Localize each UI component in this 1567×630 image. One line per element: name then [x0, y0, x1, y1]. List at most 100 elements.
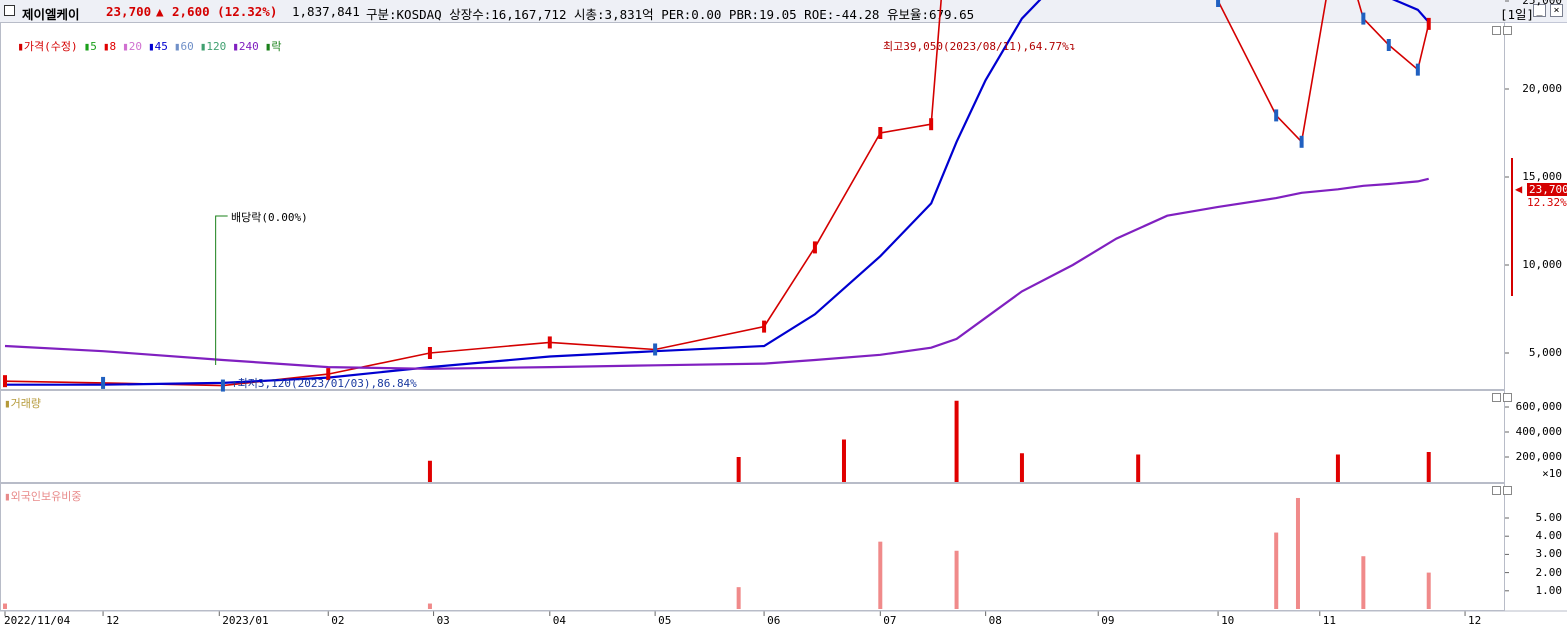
price-candle	[427, 347, 432, 359]
up-arrow-icon: ▲	[156, 4, 164, 19]
price-ytick-label: 15,000	[1522, 170, 1562, 183]
foreign-bar	[1361, 556, 1366, 609]
legend-ma120-label: 120	[206, 40, 227, 53]
high-annotation: 최고39,050(2023/08/11),64.77%↴	[883, 40, 1076, 53]
foreign-minimize-icon[interactable]	[1492, 486, 1501, 495]
current-pct-label: 12.32%	[1527, 196, 1567, 209]
volume-ytick-label: 400,000	[1515, 425, 1562, 438]
close-button[interactable]: ×	[1550, 4, 1563, 17]
x-tick-label: 12	[1468, 614, 1482, 627]
foreign-ytick-label: 2.00	[1535, 565, 1563, 579]
foreign-legend: ▮외국인보유비중	[4, 490, 82, 503]
volume-bar	[1019, 453, 1024, 482]
legend-ma45-label: 45	[154, 40, 168, 53]
volume-bar	[736, 457, 741, 482]
foreign-bar	[1274, 532, 1279, 609]
volume-unit-label: ×10	[1542, 467, 1562, 480]
x-tick-label: 2023/01	[222, 614, 269, 627]
volume-bar	[1426, 452, 1431, 482]
volume-legend-label: 거래량	[10, 397, 41, 410]
period-selector[interactable]: [1일]	[1500, 7, 1535, 22]
x-tick-label: 02	[331, 614, 345, 627]
volume-close-icon[interactable]	[1503, 393, 1512, 402]
legend-ma8: ▮8	[102, 40, 117, 53]
x-tick-label: 2022/11/04	[4, 614, 71, 627]
panel-close-icon[interactable]	[1503, 26, 1512, 35]
price-candle	[878, 127, 883, 139]
minimize-button[interactable]: _	[1533, 4, 1546, 17]
price-ytick-label: 20,000	[1522, 82, 1562, 95]
legend-ma240: ▮240	[232, 40, 259, 53]
legend-ma8-label: 8	[109, 40, 117, 53]
legend-rak: ▮락	[264, 40, 282, 53]
x-tick-label: 05	[658, 614, 672, 627]
foreign-close-icon[interactable]	[1503, 486, 1512, 495]
stock-info: 구분:KOSDAQ 상장수:16,167,712 시총:3,831억 PER:0…	[366, 7, 975, 22]
volume-panel	[0, 390, 1505, 483]
price-panel	[0, 22, 1505, 390]
low-annotation: ↑최저3,120(2023/01/03),86.84%	[231, 377, 417, 390]
foreign-ytick-label: 1.00	[1535, 583, 1563, 597]
price-ytick-label: 5,000	[1528, 346, 1562, 359]
foreign-legend-label: 외국인보유비중	[10, 490, 82, 503]
foreign-bar	[1426, 572, 1431, 609]
foreign-bar	[427, 603, 432, 609]
price-candle	[1386, 39, 1391, 51]
foreign-ytick-label: 4.00	[1535, 529, 1563, 543]
legend-price-label: 가격(수정)	[23, 40, 78, 53]
price-candle	[1361, 12, 1366, 25]
foreign-bar	[736, 587, 741, 609]
high-annotation-label: 최고39,050(2023/08/11),64.77%	[883, 40, 1069, 53]
price-candle	[1415, 63, 1420, 76]
legend-ma5-label: 5	[90, 40, 97, 53]
price-candle	[762, 320, 767, 333]
legend-price: ▮가격(수정)	[17, 40, 78, 53]
volume-bar	[1335, 454, 1340, 482]
foreign-bar	[954, 550, 959, 609]
x-tick-label: 04	[552, 614, 567, 627]
price-change: 2,600 (12.32%)	[172, 4, 278, 19]
price-candle	[1426, 17, 1431, 30]
legend-ma20-label: 20	[128, 40, 142, 53]
price-candle	[1274, 109, 1279, 122]
current-price-tag: 23,700	[1527, 183, 1567, 196]
foreign-bar	[1295, 497, 1300, 609]
volume-value: 1,837,841	[292, 4, 360, 19]
foreign-bar	[3, 603, 7, 609]
price-candle	[1299, 135, 1304, 148]
legend-ma60: ▮60	[173, 40, 194, 53]
volume-bar	[954, 400, 959, 482]
panel-minimize-icon[interactable]	[1492, 26, 1501, 35]
price-candle	[547, 336, 552, 349]
volume-legend: ▮거래량	[4, 397, 41, 410]
price-series-line	[4, 177, 1429, 370]
select-checkbox[interactable]	[4, 5, 15, 16]
price-candle	[220, 379, 225, 392]
stock-name: 제이엘케이	[22, 7, 80, 22]
price-ytick-label: 25,000	[1522, 0, 1562, 7]
price-series-line	[4, 0, 1430, 387]
price-candle	[929, 118, 934, 131]
legend-rak-label: 락	[271, 40, 282, 53]
foreign-ytick-label: 5.00	[1535, 511, 1563, 524]
price-candle	[101, 376, 106, 389]
x-tick-label: 08	[988, 614, 1002, 627]
x-tick-label: 07	[883, 614, 897, 627]
price-legend: ▮가격(수정) ▮5 ▮8 ▮20 ▮45 ▮60 ▮120 ▮240 ▮락	[4, 25, 287, 54]
price-candle	[1216, 0, 1221, 7]
x-tick-label: 09	[1101, 614, 1115, 627]
legend-ma45: ▮45	[147, 40, 168, 53]
volume-bar	[841, 439, 846, 482]
price-candle	[3, 375, 7, 388]
volume-bar	[1136, 454, 1141, 482]
legend-ma240-label: 240	[238, 40, 259, 53]
volume-bar	[427, 460, 432, 482]
x-tick-label: 11	[1322, 614, 1337, 627]
volume-minimize-icon[interactable]	[1492, 393, 1501, 402]
volume-ytick-label: 200,000	[1515, 450, 1562, 463]
legend-ma5: ▮5	[83, 40, 97, 53]
legend-ma120: ▮120	[199, 40, 227, 53]
price-series-line	[5, 0, 1430, 386]
x-tick-label: 03	[436, 614, 450, 627]
